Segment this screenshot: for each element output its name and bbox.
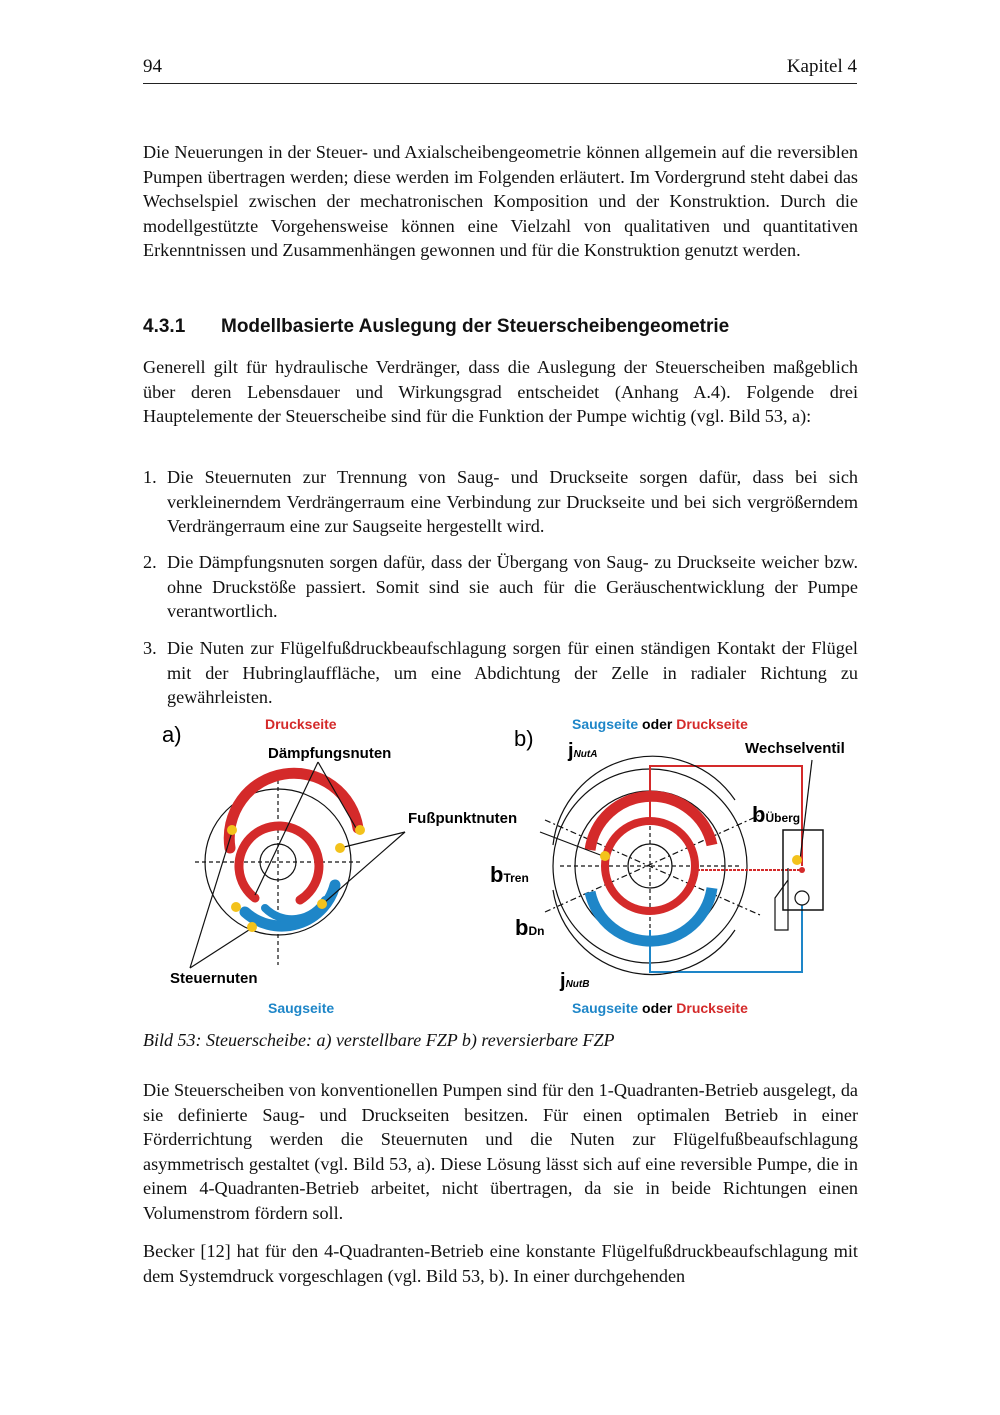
dimension-arc (552, 755, 736, 846)
chapter-label: Kapitel 4 (786, 56, 857, 77)
label-steuernuten: Steuernuten (170, 970, 258, 987)
diagram-a (189, 761, 406, 969)
label-jnuta: jNutA (567, 740, 597, 762)
label-bueberg: bÜberg (752, 802, 800, 827)
intro-paragraph: Die Neuerungen in der Steuer- und Axials… (143, 142, 858, 261)
leader (339, 831, 406, 849)
list-number: 1. (143, 467, 157, 487)
label-wechselventil: Wechselventil (745, 740, 845, 757)
list-item: 2. Die Dämpfungsnuten sorgen dafür, dass… (143, 550, 858, 624)
list-number: 3. (143, 638, 157, 658)
check-valve-icon (794, 890, 810, 906)
list-number: 2. (143, 552, 157, 572)
paragraph-1: Generell gilt für hydraulische Verdränge… (143, 357, 858, 427)
label-druckseite-a: Druckseite (265, 716, 337, 732)
list-item: 1. Die Steuernuten zur Trennung von Saug… (143, 465, 858, 539)
label-jnutb: jNutB (559, 970, 589, 992)
blue-line (649, 905, 803, 973)
list-text: Die Nuten zur Flügelfußdruckbeaufschlagu… (167, 638, 858, 708)
leader (254, 761, 319, 896)
label-top-b: Saugseite oder Druckseite (572, 716, 748, 732)
paragraph-2: Die Steuerscheiben von konventionellen P… (143, 1080, 858, 1223)
red-fusspunktnut (234, 821, 324, 905)
running-header: 94 Kapitel 4 (143, 56, 857, 84)
page-number: 94 (143, 56, 162, 77)
red-steuernut (223, 767, 364, 854)
leader (317, 761, 357, 829)
label-daempfungsnuten: Dämpfungsnuten (268, 745, 391, 762)
paragraph-3: Becker [12] hat für den 4-Quadranten-Bet… (143, 1241, 858, 1286)
leader (539, 831, 604, 857)
leader (324, 831, 406, 903)
label-bdn: bDn (515, 915, 544, 940)
label-btren: bTren (490, 862, 529, 887)
label-bottom-b: Saugseite oder Druckseite (572, 1000, 748, 1016)
list-item: 3. Die Nuten zur Flügelfußdruckbeaufschl… (143, 636, 858, 710)
section-number: 4.3.1 (143, 316, 186, 337)
label-fusspunktnuten: Fußpunktnuten (408, 810, 517, 827)
section-title: Modellbasierte Auslegung der Steuerschei… (221, 316, 730, 337)
section-heading: 4.3.1 Modellbasierte Auslegung der Steuer… (143, 316, 729, 338)
figure-caption: Bild 53: Steuerscheibe: a) verstellbare … (143, 1030, 615, 1050)
label-a: a) (162, 722, 182, 747)
leader (189, 927, 253, 969)
figure-labels: a) b) Druckseite Dämpfungsnuten Fußpunkt… (162, 716, 845, 1016)
list-text: Die Steuernuten zur Trennung von Saug- u… (167, 467, 858, 537)
red-steuernut-b (584, 790, 718, 851)
blue-steuernut-b (584, 887, 718, 947)
yellow-points-a (227, 825, 365, 932)
diagram-b (539, 755, 824, 976)
red-line (649, 765, 803, 866)
list-text: Die Dämpfungsnuten sorgen dafür, dass de… (167, 552, 858, 622)
leader (189, 831, 233, 969)
label-saugseite-a: Saugseite (268, 1000, 334, 1016)
label-b: b) (514, 726, 534, 751)
leader (799, 759, 813, 861)
dimension-arc (552, 889, 736, 976)
